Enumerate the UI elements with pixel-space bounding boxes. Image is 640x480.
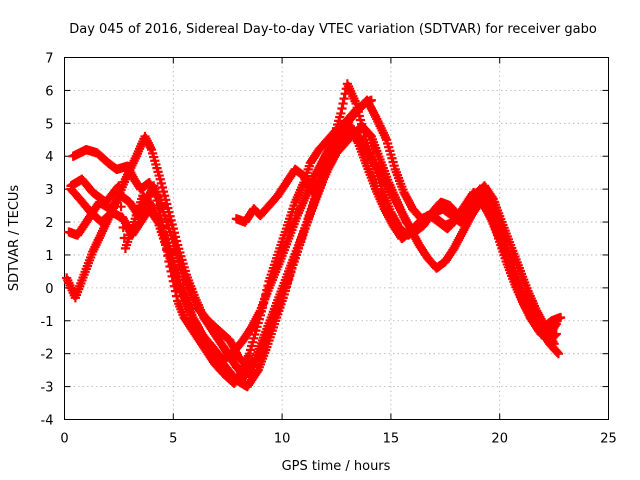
y-tick-label: 5: [45, 117, 53, 132]
axis-ticks: 0 5 10 15 20 25 -4 -3 -2 -1 0 1 2 3 4 5 6 7: [41, 52, 617, 447]
x-tick-label: 25: [600, 432, 617, 447]
trace-marker: [118, 222, 128, 233]
y-tick-label: 4: [45, 150, 53, 165]
grid: [64, 57, 609, 420]
y-tick-label: 6: [45, 84, 53, 99]
plot-frame: [64, 57, 609, 420]
x-tick-label: 5: [169, 432, 177, 447]
data-point: [549, 339, 559, 349]
x-tick-label: 20: [491, 432, 508, 447]
trace-marker: [115, 191, 125, 201]
x-tick-label: 0: [60, 432, 68, 447]
x-axis-label: GPS time / hours: [282, 459, 391, 474]
x-tick-label: 10: [274, 432, 291, 447]
series-s4: [62, 95, 566, 382]
series-s6: [231, 95, 376, 227]
series-s1: [68, 118, 561, 388]
y-tick-label: -1: [41, 315, 54, 330]
data-point: [366, 95, 376, 105]
trace-marker: [116, 202, 126, 212]
y-tick-label: -3: [41, 381, 54, 396]
series-s3: [66, 79, 561, 365]
data-point: [553, 349, 564, 359]
y-tick-label: 1: [45, 249, 53, 264]
y-tick-label: 3: [45, 183, 53, 198]
y-tick-label: 0: [45, 282, 53, 297]
data-point: [114, 181, 124, 191]
data-point: [556, 312, 566, 323]
y-tick-label: 2: [45, 216, 53, 231]
y-tick-label: -4: [41, 414, 54, 429]
y-tick-label: -2: [41, 348, 54, 363]
x-tick-label: 15: [383, 432, 400, 447]
y-axis-label: SDTVAR / TECUs: [7, 185, 22, 292]
chart-title: Day 045 of 2016, Sidereal Day-to-day VTE…: [69, 22, 597, 37]
trace-marker: [117, 212, 127, 222]
y-tick-label: 7: [45, 52, 53, 67]
data-series: [62, 79, 566, 392]
